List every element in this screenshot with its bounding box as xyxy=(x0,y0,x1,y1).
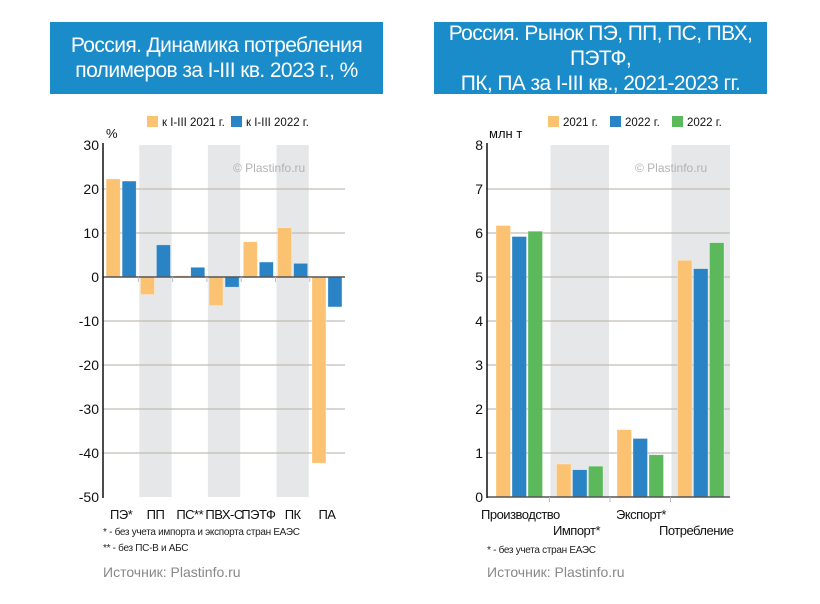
right-y-tick-label: 0 xyxy=(475,489,483,505)
left-title-line-2: полимеров за I-III кв. 2023 г., % xyxy=(75,59,358,82)
left-bar-1 xyxy=(277,227,292,278)
left-category-label: ПВХ-С xyxy=(205,507,242,522)
left-bar-1 xyxy=(140,276,155,295)
right-legend-swatch xyxy=(548,116,559,127)
left-category-label: ПС** xyxy=(176,507,203,522)
left-y-tick-label: 30 xyxy=(83,137,99,153)
left-chart-title: Россия. Динамика потребления полимеров з… xyxy=(50,22,383,94)
right-legend-label: 2022 г. xyxy=(625,117,660,129)
right-bar-2 xyxy=(693,268,709,498)
left-y-tick-label: -30 xyxy=(79,401,99,417)
right-bar-1 xyxy=(616,429,632,498)
left-y-unit-label: % xyxy=(106,126,118,141)
left-y-tick-label: -50 xyxy=(79,489,99,505)
left-bar-2 xyxy=(190,267,206,278)
right-chart-title: Россия. Рынок ПЭ, ПП, ПС, ПВХ, ПЭТФ, ПК,… xyxy=(434,21,767,95)
right-y-tick-label: 5 xyxy=(475,269,483,285)
left-footnote-2: ** - без ПС-В и АБС xyxy=(103,543,189,554)
right-bar-1 xyxy=(495,225,511,498)
right-y-tick-label: 1 xyxy=(475,445,483,461)
right-bar-3 xyxy=(648,454,664,498)
right-title-line-1: Россия. Рынок ПЭ, ПП, ПС, ПВХ, ПЭТФ, xyxy=(448,21,753,70)
right-bar-2 xyxy=(632,438,648,498)
left-bar-2 xyxy=(121,180,137,278)
right-category-label: Производство xyxy=(481,507,560,522)
left-category-label: ПП xyxy=(147,507,165,522)
right-watermark: © Plastinfo.ru xyxy=(635,161,707,175)
left-bar-2 xyxy=(259,261,274,278)
left-y-tick-label: -10 xyxy=(79,313,99,329)
left-bar-1 xyxy=(311,276,327,464)
left-y-tick-label: -40 xyxy=(79,445,99,461)
right-legend-swatch xyxy=(672,116,683,127)
right-y-tick-label: 6 xyxy=(475,225,483,241)
left-bar-1 xyxy=(105,178,121,278)
left-legend-label: к I-III 2021 г. xyxy=(162,117,225,129)
left-category-label: ПК xyxy=(285,507,302,522)
right-bar-2 xyxy=(572,469,588,498)
right-y-tick-label: 3 xyxy=(475,357,483,373)
right-bar-1 xyxy=(677,259,693,498)
left-category-label: ПЭ* xyxy=(110,507,133,522)
left-y-tick-label: 10 xyxy=(83,225,99,241)
left-bar-2 xyxy=(156,244,171,278)
left-bar-2 xyxy=(224,276,240,288)
right-bar-2 xyxy=(511,236,527,498)
left-y-tick-label: 0 xyxy=(91,269,99,285)
right-category-label: Импорт* xyxy=(553,523,600,538)
right-bar-1 xyxy=(556,463,572,498)
left-bar-2 xyxy=(327,276,343,308)
right-y-unit-label: млн т xyxy=(489,126,522,141)
right-footnote-1: * - без учета стран ЕАЭС xyxy=(487,545,596,556)
right-title-line-2: ПК, ПА за I-III кв., 2021-2023 гг. xyxy=(460,71,741,95)
left-title-line-1: Россия. Динамика потребления xyxy=(70,34,363,57)
left-footnote-1: * - без учета импорта и экспорта стран Е… xyxy=(103,527,300,538)
right-legend-label: 2022 г. xyxy=(687,117,722,129)
left-y-tick-label: 20 xyxy=(83,181,99,197)
left-legend-swatch xyxy=(147,116,158,127)
right-bar-3 xyxy=(709,242,725,498)
left-legend-label: к I-III 2022 г. xyxy=(246,117,309,129)
left-watermark: © Plastinfo.ru xyxy=(233,161,305,175)
left-category-label: ПА xyxy=(318,507,336,522)
right-y-tick-label: 4 xyxy=(475,313,483,329)
right-legend-label: 2021 г. xyxy=(563,117,598,129)
right-bar-3 xyxy=(588,465,604,498)
right-source: Источник: Plastinfo.ru xyxy=(487,564,625,580)
left-y-tick-label: -20 xyxy=(79,357,99,373)
left-source: Источник: Plastinfo.ru xyxy=(103,564,241,580)
left-bar-2 xyxy=(293,263,308,278)
right-category-label: Экспорт* xyxy=(616,507,666,522)
right-legend-swatch xyxy=(610,116,621,127)
left-bar-1 xyxy=(243,241,258,278)
right-y-tick-label: 7 xyxy=(475,181,483,197)
right-category-label: Потребление xyxy=(659,523,734,538)
right-bar-3 xyxy=(527,230,543,498)
right-y-tick-label: 8 xyxy=(475,137,483,153)
left-category-label: ПЭТФ xyxy=(241,507,276,522)
right-y-tick-label: 2 xyxy=(475,401,483,417)
left-bar-1 xyxy=(208,276,224,306)
left-legend-swatch xyxy=(231,116,242,127)
